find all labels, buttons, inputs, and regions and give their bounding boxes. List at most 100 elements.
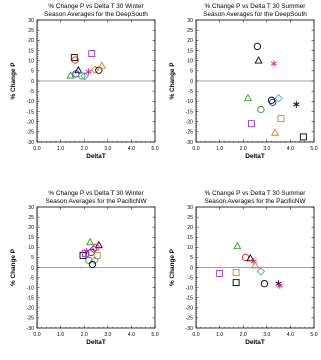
square-marker (232, 279, 240, 287)
y-tick-label: -25 (27, 130, 35, 136)
y-tick-label: 15 (187, 48, 193, 54)
diamond-marker (274, 94, 283, 103)
x-tick-label: 5.0 (151, 332, 158, 338)
y-tick-label: 30 (28, 205, 34, 211)
diamond-marker (89, 245, 98, 254)
y-tick-label: 25 (28, 215, 34, 221)
x-tick-label: 2.0 (81, 146, 88, 152)
x-tick-label: 0.0 (192, 332, 199, 338)
y-tick-label: 20 (28, 38, 34, 44)
x-axis-label: DeltaT (245, 339, 265, 346)
y-tick-label: -25 (27, 316, 35, 322)
y-tick-label: -15 (186, 109, 194, 115)
y-tick-label: 25 (28, 28, 34, 34)
circle-marker (88, 260, 97, 269)
y-tick-label: 15 (28, 48, 34, 54)
x-tick-label: 1.0 (57, 146, 64, 152)
y-tick-label: 15 (28, 235, 34, 241)
x-tick-label: 1.0 (216, 146, 223, 152)
triangle-marker (254, 56, 263, 64)
y-tick-label: 0 (31, 265, 34, 271)
asterisk-marker (293, 100, 300, 108)
y-tick-label: 20 (187, 225, 193, 231)
chart-title: % Change P vs Delta T 30 Summer (205, 3, 307, 10)
x-axis-label: DeltaT (86, 339, 106, 346)
x-tick-label: 3.0 (104, 146, 111, 152)
x-tick-label: 1.0 (216, 332, 223, 338)
chart-title: % Change P vs Delta T 30 Winter (48, 190, 144, 197)
y-tick-label: -10 (186, 285, 194, 291)
triangle-marker (66, 71, 75, 79)
asterisk-stroke (276, 283, 283, 288)
y-axis-label: % Change P (169, 248, 176, 286)
diamond-marker (90, 256, 100, 265)
asterisk-marker (270, 60, 278, 68)
square-marker (248, 120, 255, 128)
triangle-marker (97, 61, 106, 69)
triangle-marker (74, 65, 83, 74)
chart-title: % Change P vs Delta T 30 Summer (205, 190, 307, 197)
y-tick-label: 5 (190, 69, 193, 75)
square-marker (299, 133, 307, 141)
triangle-marker (250, 260, 260, 269)
chart-subtitle: Season Averages for the DeepSouth (44, 11, 148, 18)
x-tick-label: 4.0 (287, 146, 294, 152)
y-tick-label: -25 (186, 316, 194, 322)
triangle-marker (233, 241, 242, 250)
square-marker (93, 251, 101, 259)
x-tick-label: 0.0 (33, 332, 40, 338)
y-tick-label: 10 (187, 58, 193, 64)
y-tick-label: -30 (186, 326, 194, 332)
asterisk-stroke (85, 69, 92, 74)
x-tick-label: 2.0 (81, 332, 88, 338)
x-tick-label: 2.0 (240, 146, 247, 152)
x-tick-label: 4.0 (287, 332, 294, 338)
y-tick-label: -20 (186, 306, 194, 312)
y-tick-label: 5 (31, 255, 34, 261)
y-tick-label: -15 (27, 296, 35, 302)
x-tick-label: 5.0 (310, 146, 317, 152)
asterisk-marker (85, 68, 92, 76)
y-tick-label: -30 (186, 140, 194, 146)
y-tick-label: 20 (28, 225, 34, 231)
diamond-marker (256, 267, 266, 276)
y-axis-label: % Change P (169, 62, 176, 100)
y-tick-label: -5 (29, 89, 34, 95)
chart-title: % Change P vs Delta T 30 Winter (48, 3, 144, 10)
x-tick-label: 2.0 (240, 332, 247, 338)
circle-marker (267, 96, 276, 104)
y-tick-label: -5 (188, 275, 193, 281)
diamond-marker (90, 65, 100, 75)
triangle-marker (246, 253, 255, 262)
y-tick-label: 30 (187, 18, 193, 24)
y-tick-label: 10 (28, 58, 34, 64)
y-tick-label: -15 (27, 109, 35, 115)
y-tick-label: 5 (31, 69, 34, 75)
square-marker (232, 269, 240, 276)
triangle-marker (270, 128, 280, 136)
circle-marker (253, 42, 262, 51)
x-tick-label: 0.0 (33, 146, 40, 152)
y-tick-label: 10 (187, 245, 193, 251)
diamond-marker (80, 71, 89, 81)
square-marker (79, 251, 87, 259)
x-tick-label: 5.0 (310, 332, 317, 338)
circle-marker (260, 279, 269, 288)
y-tick-label: -25 (186, 130, 194, 136)
y-tick-label: -20 (27, 306, 35, 312)
y-axis-label: % Change P (10, 62, 17, 100)
y-tick-label: 10 (28, 245, 34, 251)
chart-subtitle: Season Averages for the DeepSouth (203, 11, 307, 18)
y-tick-label: 0 (190, 79, 193, 85)
y-tick-label: -5 (29, 275, 34, 281)
y-tick-label: 20 (187, 38, 193, 44)
circle-marker (257, 105, 265, 114)
asterisk-marker (276, 282, 283, 290)
circle-marker (78, 72, 86, 80)
y-tick-label: 25 (187, 28, 193, 34)
